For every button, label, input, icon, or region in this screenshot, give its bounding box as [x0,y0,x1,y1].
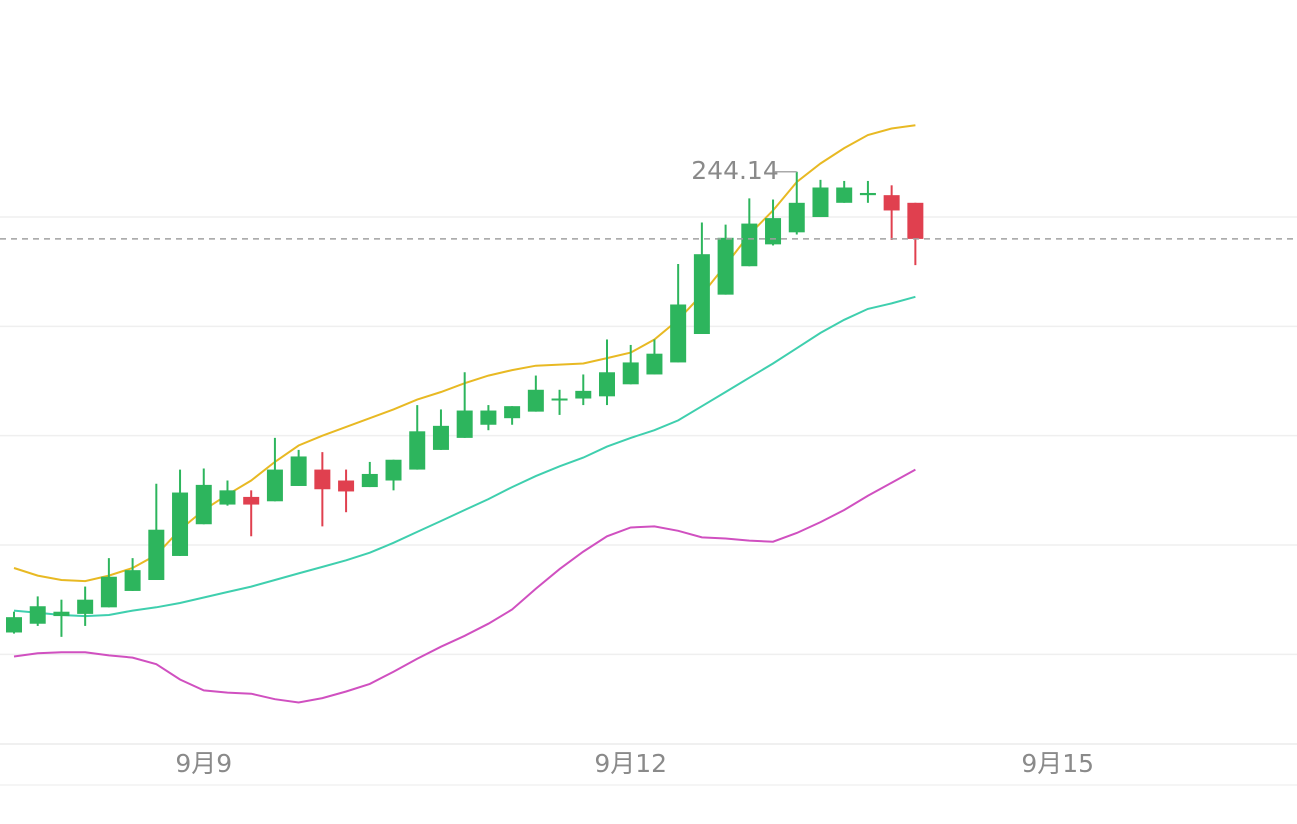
candle-body [195,484,212,525]
candle-body [765,218,782,245]
candle-body [907,202,924,239]
candle-body [622,362,639,385]
candle-body [6,617,22,633]
candle-body [693,254,710,335]
x-tick-label: 9月9 [175,749,232,778]
candle-body [77,599,94,614]
candle-body [599,372,615,397]
candle-body [670,304,687,363]
candle-body [124,570,141,591]
candle-body [859,192,876,196]
candle-body [788,202,805,233]
ma-line [13,295,916,618]
candle-body [385,459,402,481]
candle-body [717,237,734,295]
candle-body [29,606,46,624]
candle-body [148,529,165,581]
ma-line [13,124,916,583]
candle-body [100,576,117,608]
candle-body [456,410,473,438]
candle-body [646,353,663,375]
candle-body [243,496,260,505]
candle-body [812,187,829,218]
ma-line [13,468,916,704]
candle-body [551,398,568,401]
candle-body [527,389,544,412]
candle-body [836,187,853,203]
candle-body [314,469,331,490]
candle-body [480,410,497,425]
candle-body [409,431,426,470]
candle-body [266,469,283,502]
candle-body [53,611,70,617]
candle-body [575,390,592,399]
candle-body [504,406,521,419]
candle-body [361,473,378,488]
x-tick-label: 9月15 [1021,749,1094,778]
max-label: 244.14 [691,156,778,185]
candle-body [741,223,758,267]
candle-body [338,480,355,492]
candle-body [172,492,189,556]
candle-body [219,490,236,505]
candle-body [883,195,900,211]
x-tick-label: 9月12 [594,749,667,778]
candle-body [432,425,449,450]
candle-body [290,456,307,486]
